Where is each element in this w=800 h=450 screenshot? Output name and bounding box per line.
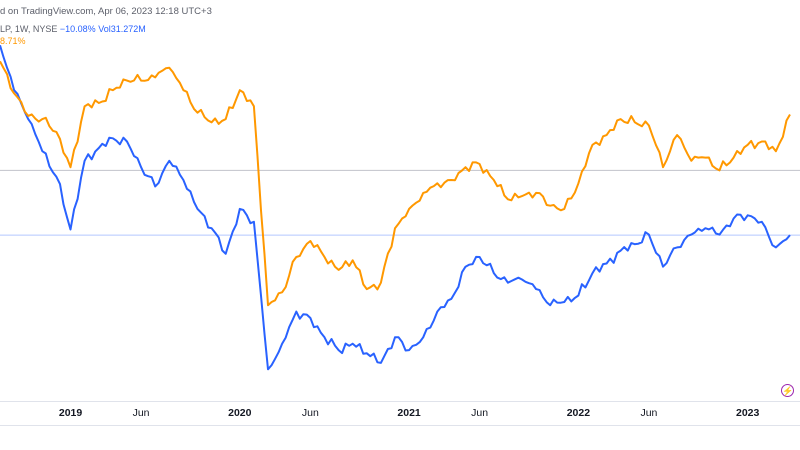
x-tick-label: Jun (132, 407, 150, 419)
x-tick-label: 2023 (735, 407, 760, 419)
lightning-bolt-icon[interactable]: ⚡ (781, 384, 794, 397)
symbol-label: LP, 1W, NYSE (0, 24, 58, 34)
symbol-legend: LP, 1W, NYSE −10.08% Vol31.272M (0, 24, 146, 34)
published-caption: d on TradingView.com, Apr 06, 2023 12:18… (0, 6, 212, 17)
volume-label: Vol31.272M (98, 24, 146, 34)
x-tick-label: 2020 (228, 407, 252, 419)
x-tick-label: 2019 (58, 407, 83, 419)
orange-series-line[interactable] (0, 60, 791, 307)
bottom-divider (0, 425, 800, 426)
x-tick-label: Jun (640, 407, 658, 419)
x-tick-label: Jun (471, 407, 489, 419)
orange-series-change: 8.71% (0, 36, 26, 46)
x-tick-label: 2022 (566, 407, 591, 419)
time-axis-line (0, 401, 800, 402)
blue-series-change: −10.08% (59, 24, 96, 34)
blue-series-line[interactable] (0, 45, 791, 371)
x-tick-label: 2021 (397, 407, 421, 419)
x-tick-label: Jun (301, 407, 319, 419)
